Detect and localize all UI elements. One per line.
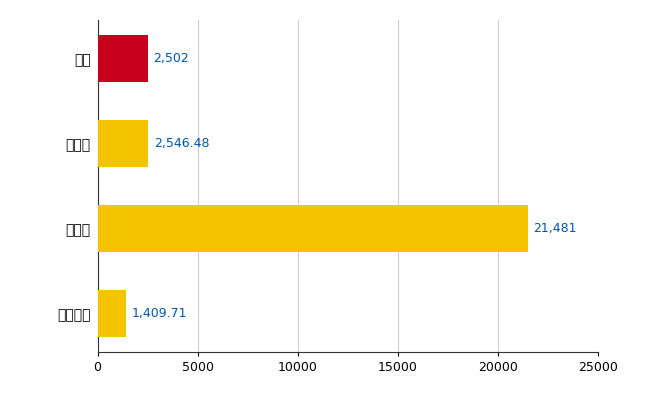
Bar — [98, 290, 125, 337]
Text: 2,502: 2,502 — [153, 52, 189, 65]
Text: 2,546.48: 2,546.48 — [155, 137, 210, 150]
Text: 1,409.71: 1,409.71 — [132, 307, 187, 320]
Bar — [98, 35, 148, 82]
Text: 21,481: 21,481 — [534, 222, 577, 235]
Bar — [98, 120, 148, 167]
Bar — [98, 205, 528, 252]
